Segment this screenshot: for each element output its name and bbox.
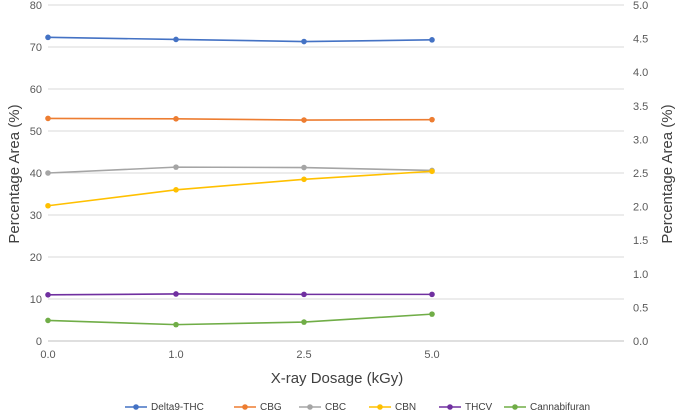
data-point [429,291,435,298]
y2-axis-title: Percentage Area (%) [659,104,676,243]
data-point [429,116,435,123]
data-point [173,291,179,297]
y-tick-label: 70 [30,42,42,54]
x-tick-label: 1.0 [168,349,183,361]
legend-swatch-marker [512,404,518,410]
data-point [173,36,179,43]
data-point [301,38,307,45]
legend-item: Cannabifuran [504,402,590,413]
y-tick-label: 10 [30,294,42,306]
legend-label: Cannabifuran [530,402,590,413]
y-tick-label: 50 [30,126,42,138]
y2-axis-ticks: 0.0 0.5 1.0 1.5 2.0 2.5 3.0 3.5 4.0 4.5 5.0 [633,0,648,348]
legend-label: CBG [260,402,282,413]
series-cbc [45,164,435,176]
data-point [429,168,435,175]
series-line [47,117,433,121]
legend-item: CBN [369,402,416,413]
y-tick-label: 40 [30,168,42,180]
y-tick-label: 0 [36,336,42,348]
y2-tick-label: 1.0 [633,269,648,281]
series-line [47,313,433,326]
y2-tick-label: 5.0 [633,0,648,12]
legend-swatch-marker [377,404,383,410]
y2-tick-label: 3.5 [633,101,648,113]
data-point [301,291,307,298]
data-point [301,176,307,183]
y2-tick-label: 1.5 [633,235,648,247]
legend-item: CBG [234,402,282,413]
y2-tick-label: 0.0 [633,336,648,348]
series-line [47,293,432,296]
y-axis-ticks: 0 10 20 30 40 50 60 70 80 [30,0,42,348]
legend-label: CBN [395,402,416,413]
x-tick-label: 2.5 [296,349,311,361]
legend-swatch-marker [133,404,139,410]
x-axis-title: X-ray Dosage (kGy) [271,370,404,387]
x-axis-ticks: 0.0 1.0 2.5 5.0 [40,349,439,361]
data-point [173,164,179,170]
y2-tick-label: 3.0 [633,134,648,146]
series-thcv [45,291,435,298]
series-cbn [45,168,435,209]
data-point [173,116,179,122]
series-line [47,166,433,174]
y-tick-label: 20 [30,252,42,264]
legend-item: CBC [299,402,346,413]
y-tick-label: 30 [30,210,42,222]
data-point [429,37,435,43]
data-point [45,202,51,209]
gridlines [48,4,624,300]
legend-label: THCV [465,402,493,413]
legend-swatch-marker [447,404,453,410]
y2-tick-label: 0.5 [633,302,648,314]
series-cannabifuran [45,311,435,328]
data-point [429,311,435,317]
series-layer [45,34,435,328]
data-point [301,319,307,325]
y2-tick-label: 2.5 [633,168,648,180]
x-tick-label: 5.0 [424,349,439,361]
legend-label: Delta9-THC [151,402,204,413]
series-delta9-thc [45,34,435,45]
legend-item: Delta9-THC [125,402,204,413]
y2-tick-label: 4.0 [633,67,648,79]
data-point [45,292,51,298]
data-point [45,170,51,176]
y-tick-label: 80 [30,0,42,12]
x-tick-label: 0.0 [40,349,55,361]
y-tick-label: 60 [30,84,42,96]
series-line [47,36,433,43]
data-point [45,115,51,122]
series-cbg [45,115,435,123]
data-point [45,34,51,41]
legend-item: THCV [439,402,493,413]
data-point [173,321,179,328]
data-point [173,187,179,193]
legend-swatch-marker [242,404,248,410]
data-point [45,317,51,324]
data-point [301,117,307,123]
y2-tick-label: 4.5 [633,34,648,46]
legend-label: CBC [325,402,346,413]
legend: Delta9-THC CBG CBC CBN THCV Cannabifuran [125,402,590,413]
legend-swatch-marker [307,404,313,410]
series-line [47,170,433,207]
y2-tick-label: 2.0 [633,202,648,214]
y-axis-title: Percentage Area (%) [6,104,23,243]
data-point [301,164,307,171]
